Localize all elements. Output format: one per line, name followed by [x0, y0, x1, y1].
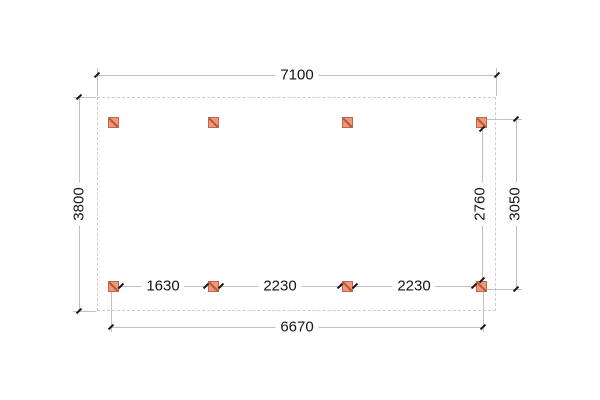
dim-label-bay-2: 2230: [258, 277, 302, 295]
roof-outline: [97, 97, 496, 311]
post: [476, 281, 487, 292]
extension-line: [111, 292, 112, 332]
dim-label-inner-depth: 2760: [471, 182, 489, 226]
dim-label-post-span: 6670: [275, 318, 319, 336]
dim-label-total-depth: 3800: [70, 182, 88, 226]
dimension-tick: [493, 71, 501, 79]
extension-line: [73, 97, 96, 98]
post: [208, 117, 219, 128]
extension-line: [73, 311, 96, 312]
dim-label-outer-depth: 3050: [506, 182, 524, 226]
extension-line: [487, 289, 522, 290]
post: [342, 117, 353, 128]
dim-label-bay-1: 1630: [141, 277, 185, 295]
dim-label-total-width: 7100: [275, 66, 319, 84]
extension-line: [483, 292, 484, 332]
post: [108, 117, 119, 128]
extension-line: [97, 68, 98, 96]
extension-line: [487, 119, 522, 120]
dim-label-bay-3: 2230: [392, 277, 436, 295]
extension-line: [496, 68, 497, 96]
